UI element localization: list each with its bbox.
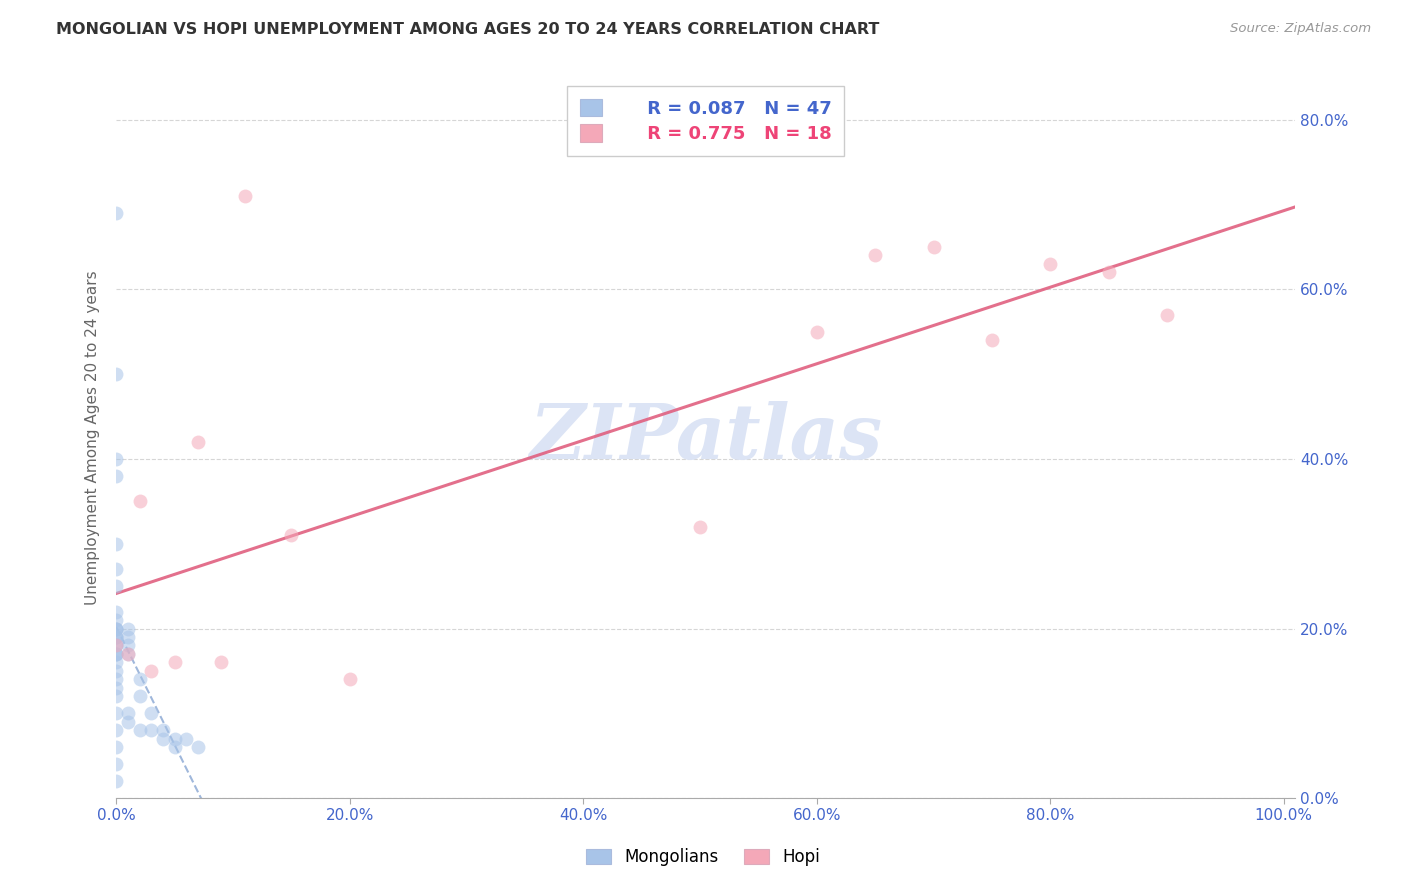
- Point: [105, 774, 128, 789]
- Point: [105, 647, 128, 661]
- Point: [117, 639, 139, 653]
- Text: ZIPatlas: ZIPatlas: [529, 401, 883, 475]
- Point: [105, 630, 128, 644]
- Point: [117, 706, 139, 721]
- Point: [105, 647, 128, 661]
- Point: [105, 579, 128, 593]
- Point: [117, 647, 139, 661]
- Point: [105, 367, 128, 381]
- Point: [128, 723, 150, 738]
- Y-axis label: Unemployment Among Ages 20 to 24 years: Unemployment Among Ages 20 to 24 years: [86, 270, 100, 605]
- Point: [922, 240, 945, 254]
- Point: [128, 494, 150, 508]
- Point: [105, 673, 128, 687]
- Point: [105, 206, 128, 220]
- Point: [806, 325, 828, 339]
- Point: [1156, 308, 1178, 322]
- Point: [105, 757, 128, 772]
- Point: [980, 333, 1002, 347]
- Point: [105, 605, 128, 619]
- Point: [117, 630, 139, 644]
- Point: [105, 469, 128, 483]
- Legend: Mongolians, Hopi: Mongolians, Hopi: [578, 840, 828, 875]
- Point: [141, 706, 163, 721]
- Point: [105, 706, 128, 721]
- Point: [1098, 265, 1121, 279]
- Point: [152, 731, 174, 746]
- Point: [105, 690, 128, 704]
- Point: [105, 622, 128, 636]
- Point: [141, 664, 163, 678]
- Point: [187, 740, 209, 755]
- Point: [209, 656, 232, 670]
- Legend:      R = 0.087   N = 47,      R = 0.775   N = 18: R = 0.087 N = 47, R = 0.775 N = 18: [567, 87, 845, 156]
- Point: [1039, 257, 1062, 271]
- Point: [280, 528, 302, 542]
- Text: Source: ZipAtlas.com: Source: ZipAtlas.com: [1230, 22, 1371, 36]
- Point: [105, 537, 128, 551]
- Point: [163, 656, 186, 670]
- Point: [233, 189, 256, 203]
- Point: [105, 613, 128, 627]
- Point: [105, 630, 128, 644]
- Point: [105, 740, 128, 755]
- Point: [163, 740, 186, 755]
- Point: [152, 723, 174, 738]
- Point: [128, 673, 150, 687]
- Point: [176, 731, 198, 746]
- Point: [105, 723, 128, 738]
- Point: [163, 731, 186, 746]
- Point: [105, 647, 128, 661]
- Point: [689, 520, 711, 534]
- Point: [105, 639, 128, 653]
- Point: [105, 622, 128, 636]
- Point: [339, 673, 361, 687]
- Point: [105, 639, 128, 653]
- Point: [105, 639, 128, 653]
- Point: [105, 664, 128, 678]
- Point: [105, 622, 128, 636]
- Point: [141, 723, 163, 738]
- Text: MONGOLIAN VS HOPI UNEMPLOYMENT AMONG AGES 20 TO 24 YEARS CORRELATION CHART: MONGOLIAN VS HOPI UNEMPLOYMENT AMONG AGE…: [56, 22, 880, 37]
- Point: [105, 630, 128, 644]
- Point: [117, 647, 139, 661]
- Point: [187, 435, 209, 450]
- Point: [117, 622, 139, 636]
- Point: [105, 681, 128, 695]
- Point: [117, 714, 139, 729]
- Point: [105, 656, 128, 670]
- Point: [105, 452, 128, 467]
- Point: [105, 562, 128, 576]
- Point: [863, 248, 886, 262]
- Point: [128, 690, 150, 704]
